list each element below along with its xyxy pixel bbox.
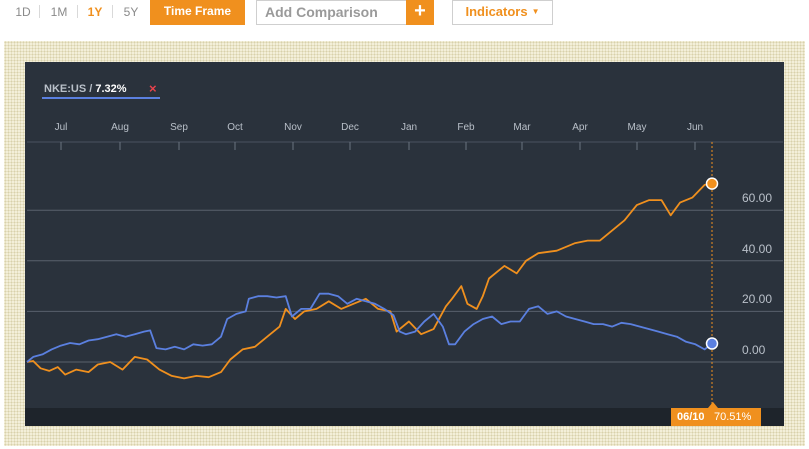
range-button-1m[interactable]: 1M [50, 5, 68, 19]
legend-ticker: NKE:US / 7.32% [44, 83, 127, 95]
x-tick-label: Nov [284, 122, 302, 133]
x-tick-label: Jul [54, 122, 68, 133]
range-separator [77, 5, 78, 18]
caret-down-icon: ▼ [531, 7, 540, 16]
range-button-1d[interactable]: 1D [15, 5, 31, 19]
y-tick-label: 60.00 [742, 191, 773, 205]
x-tick-label: Apr [572, 122, 588, 133]
x-tick-label: Jun [686, 122, 704, 133]
remove-comparison-icon[interactable]: × [149, 81, 157, 96]
readout-value: 70.51% [714, 411, 752, 423]
indicators-dropdown[interactable]: Indicators ▼ [452, 0, 553, 25]
range-button-5y[interactable]: 5Y [123, 5, 139, 19]
series-line-orange [26, 182, 713, 380]
series-end-point-orange [705, 177, 719, 190]
x-tick-label: Mar [513, 122, 531, 133]
crosshair-readout: 06/10 70.51% [671, 408, 761, 426]
time-frame-button[interactable]: Time Frame [150, 0, 245, 25]
x-tick-label: Dec [341, 122, 359, 133]
y-tick-label: 0.00 [742, 343, 766, 357]
range-separator [112, 5, 113, 18]
x-tick-label: Feb [457, 122, 475, 133]
readout-pointer [708, 402, 718, 408]
series-line-blue [26, 292, 713, 363]
y-tick-label: 40.00 [742, 242, 773, 256]
x-tick-label: Sep [170, 122, 188, 133]
chart-panel [25, 62, 784, 426]
add-comparison-button[interactable]: + [406, 0, 434, 25]
x-tick-label: Jan [400, 122, 418, 133]
readout-date: 06/10 [677, 411, 705, 423]
legend-underline [42, 97, 160, 99]
timeline-strip [25, 408, 784, 426]
legend-ticker-value: 7.32% [95, 83, 127, 95]
range-button-1y[interactable]: 1Y [87, 5, 103, 19]
x-tick-label: Aug [111, 122, 129, 133]
indicators-label: Indicators [465, 4, 528, 19]
x-tick-label: Oct [227, 122, 243, 133]
range-separator [39, 5, 40, 18]
series-end-point-blue [705, 337, 719, 350]
x-tick-label: May [627, 122, 647, 133]
legend-ticker-label: NKE:US / [44, 83, 93, 95]
y-tick-label: 20.00 [742, 292, 773, 306]
add-comparison-input[interactable]: Add Comparison [256, 0, 406, 25]
toolbar: 1D 1M 1Y 5Y Time Frame Add Comparison + … [0, 0, 809, 28]
